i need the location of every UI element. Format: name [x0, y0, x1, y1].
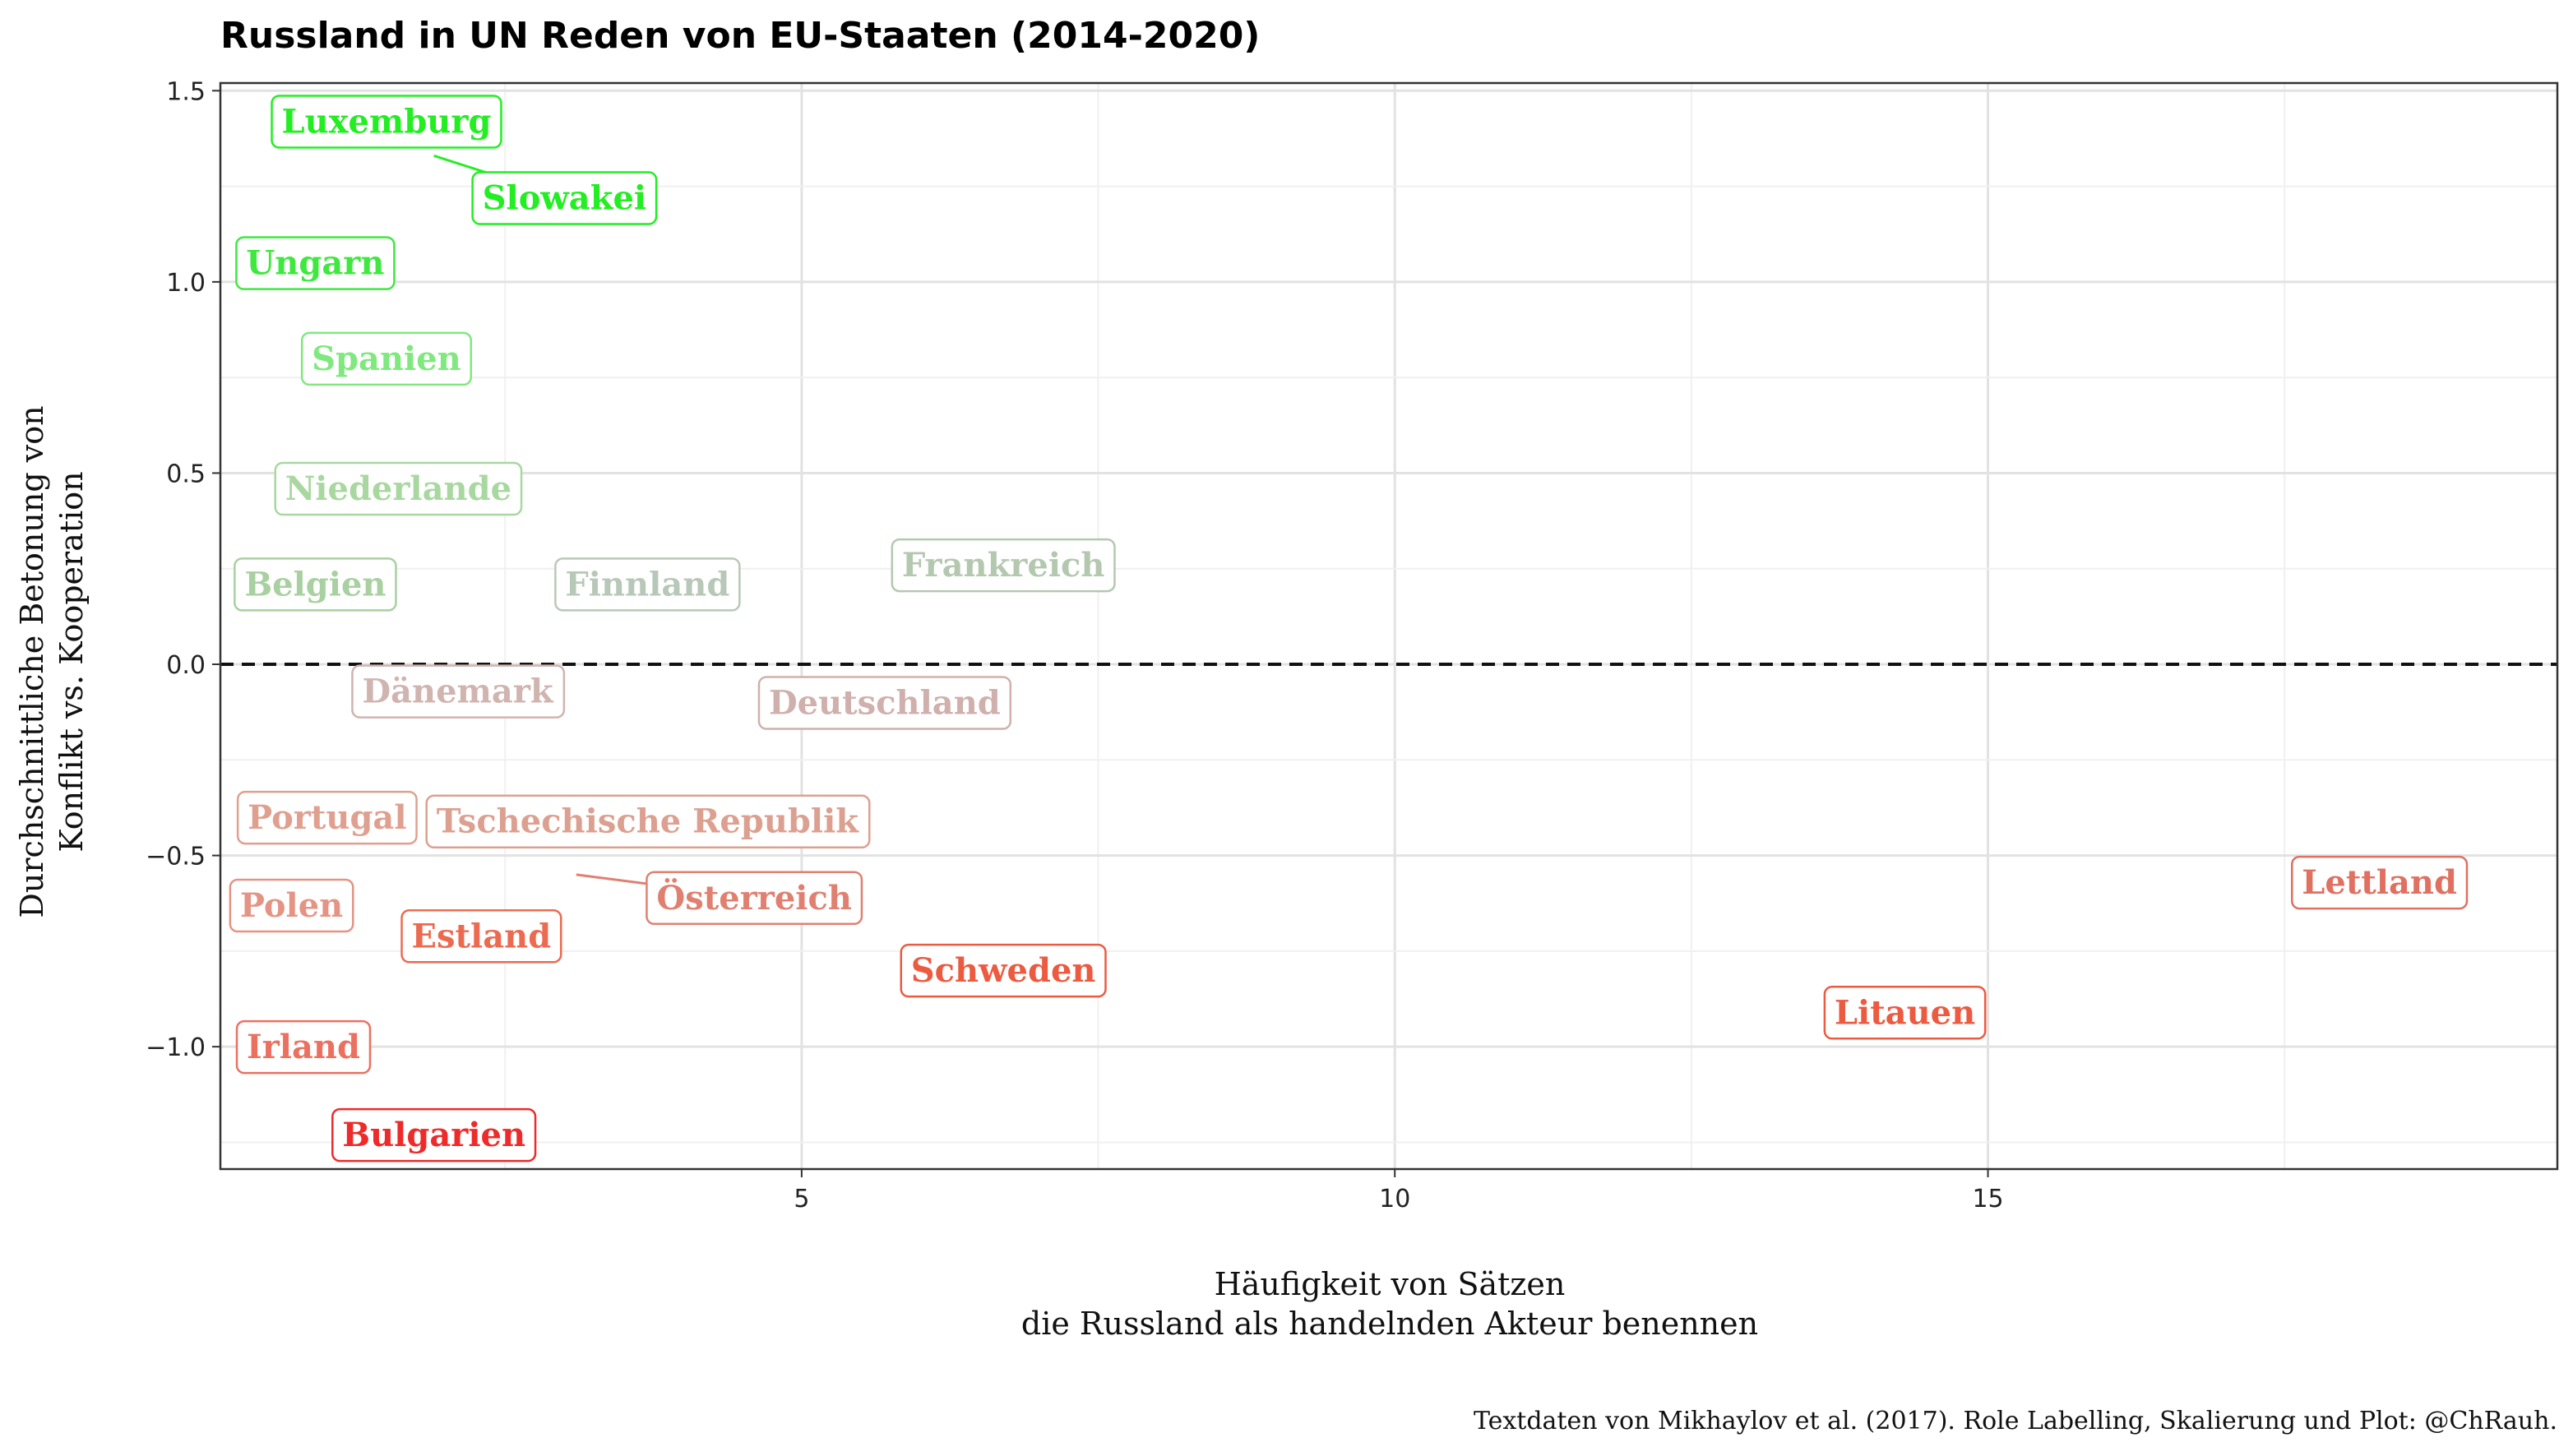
chart-title: Russland in UN Reden von EU-Staaten (201… — [220, 15, 1260, 57]
point-label-belgien: Belgien — [234, 557, 397, 612]
label-text: Polen — [240, 886, 343, 925]
x-axis-label-line-2: die Russland als handelnden Akteur benen… — [1021, 1306, 1758, 1342]
label-box — [471, 171, 658, 225]
point-label-finnland: Finnland — [554, 557, 741, 612]
label-text: Luxemburg — [282, 103, 492, 141]
point-label-estland: Estland — [400, 909, 562, 964]
label-box — [331, 1107, 537, 1162]
label-box — [900, 943, 1107, 998]
y-axis-label: Durchschnittliche Betonung von Konflikt … — [14, 405, 90, 918]
x-axis-ticks: 5 10 15 — [794, 1169, 2004, 1213]
chart-caption: Textdaten von Mikhaylov et al. (2017). R… — [1474, 1407, 2557, 1435]
label-text: Deutschland — [769, 684, 1001, 723]
label-text: Dänemark — [362, 673, 553, 711]
point-labels: Luxemburg Slowakei Ungarn Spanien Niederland… — [229, 95, 2469, 1162]
label-box — [554, 557, 741, 612]
y-tick-label: −0.5 — [146, 843, 206, 871]
y-axis-label-line-2: Konflikt vs. Kooperation — [53, 471, 90, 852]
point-label-spanien: Spanien — [300, 331, 473, 386]
label-box — [757, 676, 1012, 730]
label-text: Lettland — [2302, 863, 2457, 902]
label-text: Bulgarien — [342, 1116, 525, 1154]
x-tick-label: 5 — [794, 1185, 809, 1213]
y-axis-ticks: −1.0 −0.5 0.0 0.5 1.0 1.5 — [146, 77, 220, 1062]
label-text: Tschechische Republik — [437, 802, 860, 841]
point-label-luxemburg: Luxemburg — [271, 95, 502, 149]
point-label-portugal: Portugal — [236, 790, 418, 845]
y-tick-label: 1.0 — [166, 269, 206, 298]
label-text: Ungarn — [246, 244, 384, 283]
point-label-dänemark: Dänemark — [351, 664, 566, 719]
label-box — [300, 331, 473, 386]
label-text: Frankreich — [902, 546, 1105, 585]
point-label-deutschland: Deutschland — [757, 676, 1012, 730]
label-box — [274, 461, 523, 516]
label-box — [235, 1019, 372, 1075]
x-tick-label: 15 — [1972, 1185, 2003, 1213]
point-label-tschechische-republik: Tschechische Republik — [425, 794, 871, 848]
y-tick-label: 0.5 — [166, 460, 206, 488]
label-box — [234, 557, 397, 612]
label-box — [236, 790, 418, 845]
point-label-niederlande: Niederlande — [274, 461, 523, 516]
label-text: Belgien — [244, 565, 386, 603]
label-box — [425, 794, 871, 848]
label-text: Portugal — [248, 798, 406, 837]
label-text: Finnland — [565, 565, 729, 603]
label-text: Irland — [247, 1028, 360, 1066]
label-text: Estland — [412, 917, 552, 955]
point-label-lettland: Lettland — [2291, 855, 2469, 910]
label-text: Slowakei — [483, 179, 646, 218]
point-label-schweden: Schweden — [900, 943, 1107, 998]
label-box — [229, 878, 354, 933]
point-label-irland: Irland — [235, 1019, 372, 1075]
label-text: Spanien — [312, 340, 461, 378]
label-box — [646, 871, 863, 925]
y-tick-label: 0.0 — [166, 651, 206, 680]
y-tick-label: 1.5 — [166, 77, 206, 106]
point-label-frankreich: Frankreich — [891, 538, 1116, 593]
x-axis-label-line-1: Häufigkeit von Sätzen — [1215, 1266, 1566, 1302]
label-box — [271, 95, 502, 149]
label-box — [2291, 855, 2469, 910]
label-text: Litauen — [1835, 993, 1975, 1032]
label-box — [891, 538, 1116, 593]
label-box — [351, 664, 566, 719]
label-box — [400, 909, 562, 964]
point-label-litauen: Litauen — [1823, 986, 1987, 1040]
y-axis-label-line-1: Durchschnittliche Betonung von — [14, 405, 50, 918]
point-label-polen: Polen — [229, 878, 354, 933]
point-label-bulgarien: Bulgarien — [331, 1107, 537, 1162]
point-label-slowakei: Slowakei — [433, 154, 658, 225]
label-box — [235, 236, 396, 290]
point-label-österreich: Österreich — [576, 871, 863, 925]
y-tick-label: −1.0 — [146, 1033, 206, 1062]
plot-panel-border — [219, 81, 2559, 1171]
label-text: Österreich — [656, 879, 852, 918]
label-text: Niederlande — [285, 469, 511, 508]
label-box — [1823, 986, 1987, 1040]
x-tick-label: 10 — [1379, 1185, 1410, 1213]
label-text: Schweden — [911, 951, 1096, 990]
point-label-ungarn: Ungarn — [235, 236, 396, 290]
